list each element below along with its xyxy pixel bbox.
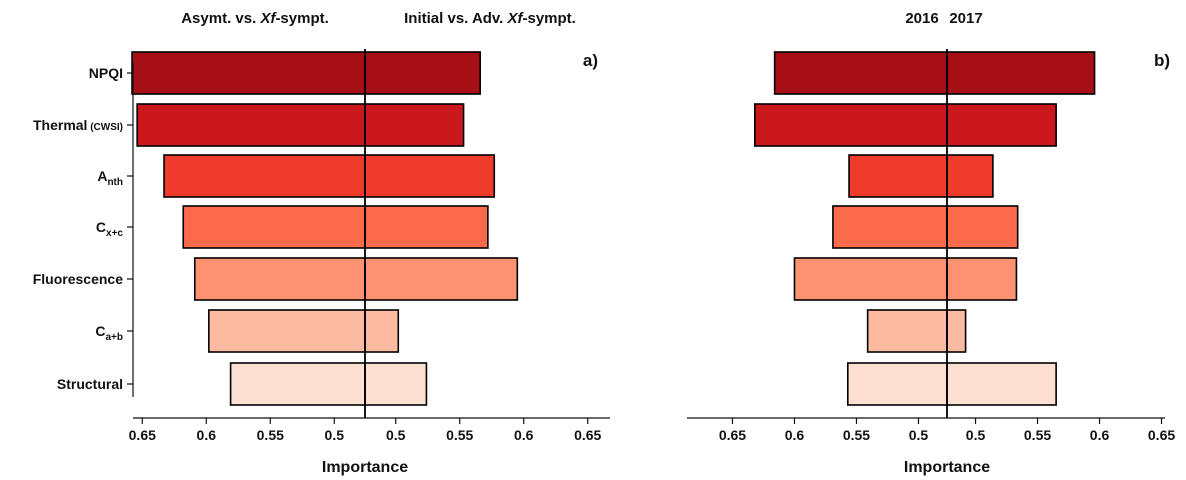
panel-a-xtick-label-left-2: 0.55 bbox=[257, 427, 284, 443]
panel-b-bar-left-3 bbox=[832, 205, 948, 249]
panel-a-category-label-4: Fluorescence bbox=[33, 271, 123, 287]
panel-a-bar-right-1 bbox=[364, 103, 465, 147]
panel-b-xtick-label-left-2: 0.55 bbox=[843, 427, 870, 443]
panel-b-left-header: 2016 bbox=[905, 10, 938, 27]
panel-a-category-label-2: Anth bbox=[97, 168, 123, 188]
panel-b-bar-right-6 bbox=[946, 362, 1057, 406]
panel-a-xtick-label-right-2: 0.6 bbox=[514, 427, 534, 443]
panel-a-category-label-6: Structural bbox=[57, 376, 123, 392]
panel-b-bar-left-2 bbox=[848, 154, 948, 198]
panel-b-bar-right-5 bbox=[946, 309, 967, 353]
panel-b: 0.65 0.6 0.55 0.5 0.5 0.55 0.6 0.65 Importance 20… bbox=[687, 10, 1175, 476]
panel-b-bar-right-2 bbox=[946, 154, 994, 198]
panel-a-xtick-label-left-0: 0.65 bbox=[129, 427, 156, 443]
panel-b-xtick-label-right-0: 0.5 bbox=[966, 427, 986, 443]
panel-a-bar-left-4 bbox=[193, 257, 366, 301]
panel-b-xtick-label-right-2: 0.6 bbox=[1090, 427, 1110, 443]
panel-a-category-label-1: Thermal (CWSI) bbox=[33, 117, 123, 133]
panel-a-xtick-label-left-1: 0.6 bbox=[197, 427, 217, 443]
panel-a-bar-right-2 bbox=[364, 154, 496, 198]
panel-b-xtick-label-left-0: 0.65 bbox=[719, 427, 746, 443]
panel-b-panel-label: b) bbox=[1154, 51, 1170, 70]
panel-b-bar-right-4 bbox=[946, 257, 1018, 301]
panel-a-bar-right-0 bbox=[364, 51, 481, 95]
panel-b-xtick-label-right-3: 0.65 bbox=[1148, 427, 1175, 443]
panel-b-bar-left-1 bbox=[753, 103, 948, 147]
panel-a-xtick-label-left-3: 0.5 bbox=[325, 427, 345, 443]
panel-b-bar-right-0 bbox=[946, 51, 1096, 95]
panel-b-xtick-label-left-1: 0.6 bbox=[785, 427, 805, 443]
panel-a-bar-right-3 bbox=[364, 205, 489, 249]
panel-a-xtick-label-right-3: 0.65 bbox=[574, 427, 601, 443]
panel-a: 0.65 0.6 0.55 0.5 0.5 0.55 0.6 0.65 Importance As… bbox=[33, 10, 610, 476]
panel-a-bar-left-3 bbox=[182, 205, 366, 249]
panel-a-bar-left-2 bbox=[163, 154, 366, 198]
panel-a-category-label-3: Cx+c bbox=[96, 219, 124, 239]
panel-b-xtick-label-right-1: 0.55 bbox=[1024, 427, 1051, 443]
panel-a-bar-right-4 bbox=[364, 257, 519, 301]
panel-a-left-header: Asymt. vs. Xf-sympt. bbox=[181, 10, 329, 27]
panel-a-bar-left-1 bbox=[136, 103, 366, 147]
panel-a-bar-left-0 bbox=[131, 51, 366, 95]
panel-a-category-label-0: NPQI bbox=[89, 65, 123, 81]
panel-a-bar-left-6 bbox=[229, 362, 366, 406]
panel-b-right-header: 2017 bbox=[949, 10, 982, 27]
panel-a-bar-right-6 bbox=[364, 362, 428, 406]
panel-a-bar-left-5 bbox=[208, 309, 366, 353]
panel-b-bar-left-5 bbox=[866, 309, 948, 353]
panel-a-category-label-5: Ca+b bbox=[95, 323, 123, 343]
panel-b-x-axis-title: Importance bbox=[904, 459, 990, 476]
panel-a-xtick-label-right-0: 0.5 bbox=[386, 427, 406, 443]
panel-a-right-header: Initial vs. Adv. Xf-sympt. bbox=[404, 10, 576, 27]
panel-a-xtick-label-right-1: 0.55 bbox=[446, 427, 473, 443]
panel-b-bar-right-3 bbox=[946, 205, 1019, 249]
panel-b-xtick-label-left-3: 0.5 bbox=[909, 427, 929, 443]
panel-b-bar-right-1 bbox=[946, 103, 1057, 147]
panel-a-panel-label: a) bbox=[583, 51, 598, 70]
panel-b-bar-left-4 bbox=[793, 257, 948, 301]
panel-b-bar-left-6 bbox=[846, 362, 948, 406]
panel-b-bar-left-0 bbox=[773, 51, 948, 95]
panel-a-x-axis-title: Importance bbox=[322, 459, 408, 476]
panel-a-bar-right-5 bbox=[364, 309, 400, 353]
